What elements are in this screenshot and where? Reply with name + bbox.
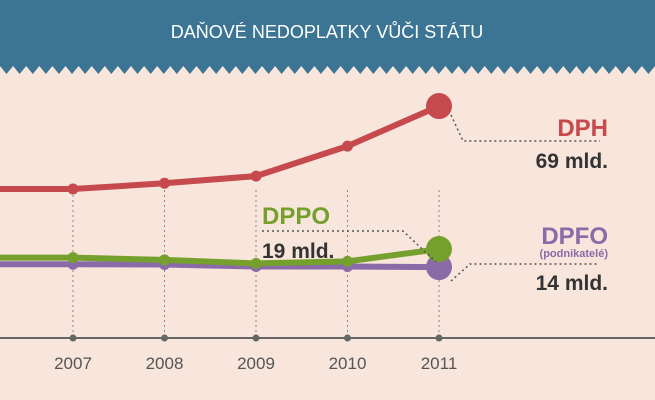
tick-label-2010: 2010: [329, 354, 367, 373]
series-name-dpfo: DPFO: [541, 223, 608, 250]
series-name-dph: DPH: [557, 115, 608, 142]
point-dph-2009: [250, 170, 262, 182]
series-line-dpfo: [0, 261, 442, 271]
point-dppo-2009: [250, 257, 262, 269]
chart-title: DAŇOVÉ NEDOPLATKY VŮČI STÁTU: [171, 21, 483, 42]
tick-mark-2009: [252, 334, 260, 342]
point-dph-2011: [426, 93, 452, 120]
tick-label-2008: 2008: [146, 354, 184, 373]
tick-label-2011: 2011: [421, 354, 458, 373]
header-banner: [0, 0, 655, 74]
series-name-dppo: DPPO: [262, 203, 330, 230]
point-dppo-2007: [67, 252, 79, 264]
point-dppo-2010: [342, 255, 353, 267]
leader-line-dppo: [262, 230, 437, 263]
x-axis-ticks: 2007 2008 2009 2010 2011: [54, 190, 457, 373]
tick-label-2007: 2007: [54, 354, 92, 373]
series-line-dph: [0, 103, 442, 192]
series-value-dph: 69 mld.: [536, 150, 608, 173]
point-dph-2010: [342, 140, 353, 152]
point-dph-2007: [67, 183, 79, 195]
series-value-dppo: 19 mld.: [262, 240, 334, 263]
series-labels: DPH 69 mld. DPPO 19 mld. DPFO(podnikatelé) 14…: [262, 114, 609, 295]
tick-mark-2008: [161, 334, 168, 342]
leader-line-dpfo: [450, 263, 598, 282]
point-dppo-2011: [426, 236, 452, 263]
point-dph-2008: [159, 177, 170, 189]
point-dppo-2008: [159, 254, 170, 266]
tick-label-2009: 2009: [237, 354, 275, 373]
tick-mark-2007: [69, 334, 77, 342]
tick-mark-2010: [344, 334, 351, 342]
point-dpfo-2011: [426, 254, 452, 281]
series-line-dppo: [0, 246, 442, 267]
series-value-dpfo: 14 mld.: [536, 272, 608, 295]
tick-mark-2011: [435, 334, 443, 342]
series-sub-dpfo: (podnikatelé): [540, 248, 609, 260]
series-layer: [0, 93, 452, 281]
